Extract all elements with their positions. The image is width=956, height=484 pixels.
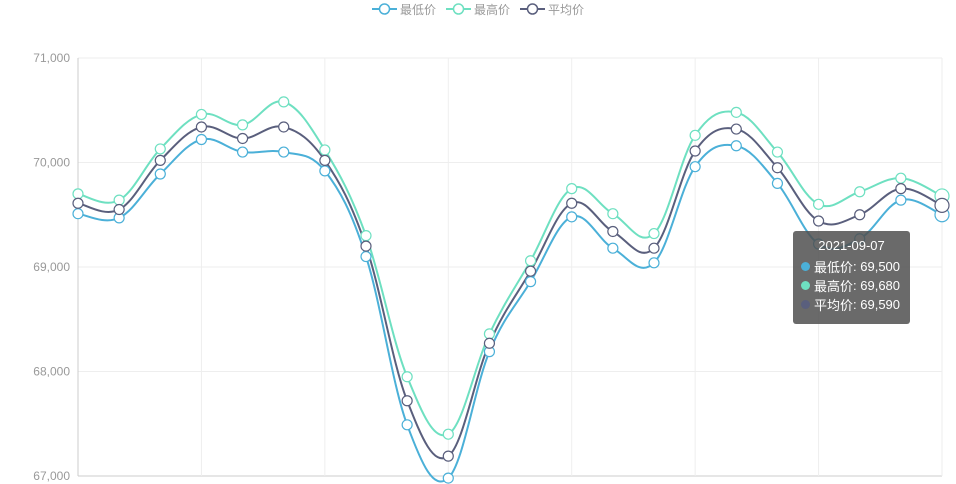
- data-point[interactable]: [689, 145, 701, 157]
- legend-item-avg[interactable]: 平均价: [520, 0, 584, 18]
- legend-high-marker-icon: [445, 3, 471, 15]
- data-point[interactable]: [195, 133, 208, 146]
- tooltip-row-high: 最高价: 69,680: [801, 276, 902, 295]
- data-point[interactable]: [319, 144, 331, 156]
- legend-item-high[interactable]: 最高价: [445, 0, 510, 18]
- data-point[interactable]: [72, 208, 84, 220]
- y-tick-label: 69,000: [33, 260, 70, 274]
- series-line-1[interactable]: [77, 100, 943, 437]
- data-point[interactable]: [483, 328, 496, 340]
- data-point[interactable]: [236, 132, 249, 145]
- legend-low-marker-icon: [371, 3, 397, 15]
- data-point[interactable]: [278, 121, 290, 133]
- data-point[interactable]: [236, 119, 249, 131]
- legend-label-avg: 平均价: [548, 2, 585, 17]
- data-point[interactable]: [524, 255, 537, 267]
- data-point[interactable]: [566, 183, 578, 195]
- tooltip-low-dot-icon: [801, 262, 810, 271]
- data-point[interactable]: [854, 209, 866, 221]
- y-tick-label: 70,000: [33, 156, 70, 170]
- data-point[interactable]: [154, 154, 166, 167]
- data-point[interactable]: [607, 242, 619, 254]
- data-point[interactable]: [607, 208, 619, 220]
- legend-label-low: 最低价: [399, 2, 436, 17]
- tooltip-avg-value: 69,590: [860, 297, 901, 312]
- data-point[interactable]: [771, 177, 784, 189]
- tooltip-low-value: 69,500: [860, 259, 901, 274]
- data-point[interactable]: [689, 129, 701, 141]
- data-point[interactable]: [934, 197, 950, 213]
- data-point[interactable]: [812, 215, 825, 227]
- data-point[interactable]: [442, 450, 454, 462]
- data-point[interactable]: [854, 186, 866, 198]
- data-point[interactable]: [319, 165, 331, 177]
- data-point[interactable]: [483, 337, 496, 349]
- data-point[interactable]: [195, 121, 208, 133]
- data-point[interactable]: [360, 230, 372, 242]
- data-point[interactable]: [278, 96, 290, 108]
- data-point[interactable]: [648, 242, 660, 254]
- tooltip-avg-label: 平均价: [814, 298, 854, 313]
- data-point[interactable]: [195, 108, 208, 121]
- data-point[interactable]: [401, 419, 413, 431]
- data-point[interactable]: [72, 197, 84, 209]
- data-point[interactable]: [278, 146, 290, 158]
- data-point[interactable]: [154, 168, 166, 180]
- data-point[interactable]: [895, 194, 907, 206]
- data-point[interactable]: [401, 395, 413, 407]
- tooltip-row-low: 最低价: 69,500: [801, 257, 902, 276]
- legend-item-low[interactable]: 最低价: [371, 0, 436, 18]
- tooltip-high-label: 最高价: [814, 279, 854, 294]
- tooltip-high-dot-icon: [801, 281, 810, 290]
- data-point[interactable]: [524, 276, 537, 288]
- chart-tooltip: 2021-09-07 最低价: 69,500 最高价: 69,680 平均价: …: [793, 231, 910, 324]
- y-tick-label: 68,000: [33, 365, 70, 379]
- tooltip-avg-dot-icon: [801, 300, 810, 309]
- data-point[interactable]: [648, 227, 660, 240]
- data-point[interactable]: [895, 172, 907, 184]
- data-point[interactable]: [72, 188, 84, 200]
- data-point[interactable]: [360, 240, 372, 252]
- data-point[interactable]: [524, 265, 537, 277]
- chart-legend: 最低价 最高价 平均价: [0, 0, 956, 18]
- data-point[interactable]: [730, 123, 742, 135]
- tooltip-date: 2021-09-07: [818, 238, 885, 253]
- data-point[interactable]: [442, 472, 454, 484]
- data-point[interactable]: [566, 211, 578, 223]
- data-point[interactable]: [113, 203, 125, 216]
- data-point[interactable]: [771, 146, 784, 158]
- data-point[interactable]: [607, 225, 619, 238]
- data-point[interactable]: [566, 197, 578, 209]
- data-point[interactable]: [154, 143, 166, 155]
- tooltip-low-label: 最低价: [814, 260, 854, 275]
- data-point[interactable]: [812, 198, 825, 210]
- y-tick-label: 67,000: [33, 469, 70, 483]
- data-point[interactable]: [113, 194, 125, 206]
- data-point[interactable]: [771, 162, 784, 174]
- data-point[interactable]: [442, 428, 454, 440]
- data-point[interactable]: [319, 154, 331, 167]
- legend-label-high: 最高价: [473, 2, 510, 17]
- data-point[interactable]: [648, 257, 660, 269]
- tooltip-high-value: 69,680: [860, 278, 901, 293]
- data-point[interactable]: [689, 161, 701, 173]
- tooltip-row-avg: 平均价: 69,590: [801, 295, 902, 314]
- legend-avg-marker-icon: [520, 3, 545, 15]
- data-point[interactable]: [895, 183, 907, 195]
- data-point[interactable]: [401, 371, 413, 383]
- data-point[interactable]: [730, 106, 742, 118]
- y-tick-label: 71,000: [33, 51, 70, 65]
- data-point[interactable]: [236, 146, 249, 158]
- data-point[interactable]: [730, 140, 742, 152]
- data-point[interactable]: [360, 250, 372, 263]
